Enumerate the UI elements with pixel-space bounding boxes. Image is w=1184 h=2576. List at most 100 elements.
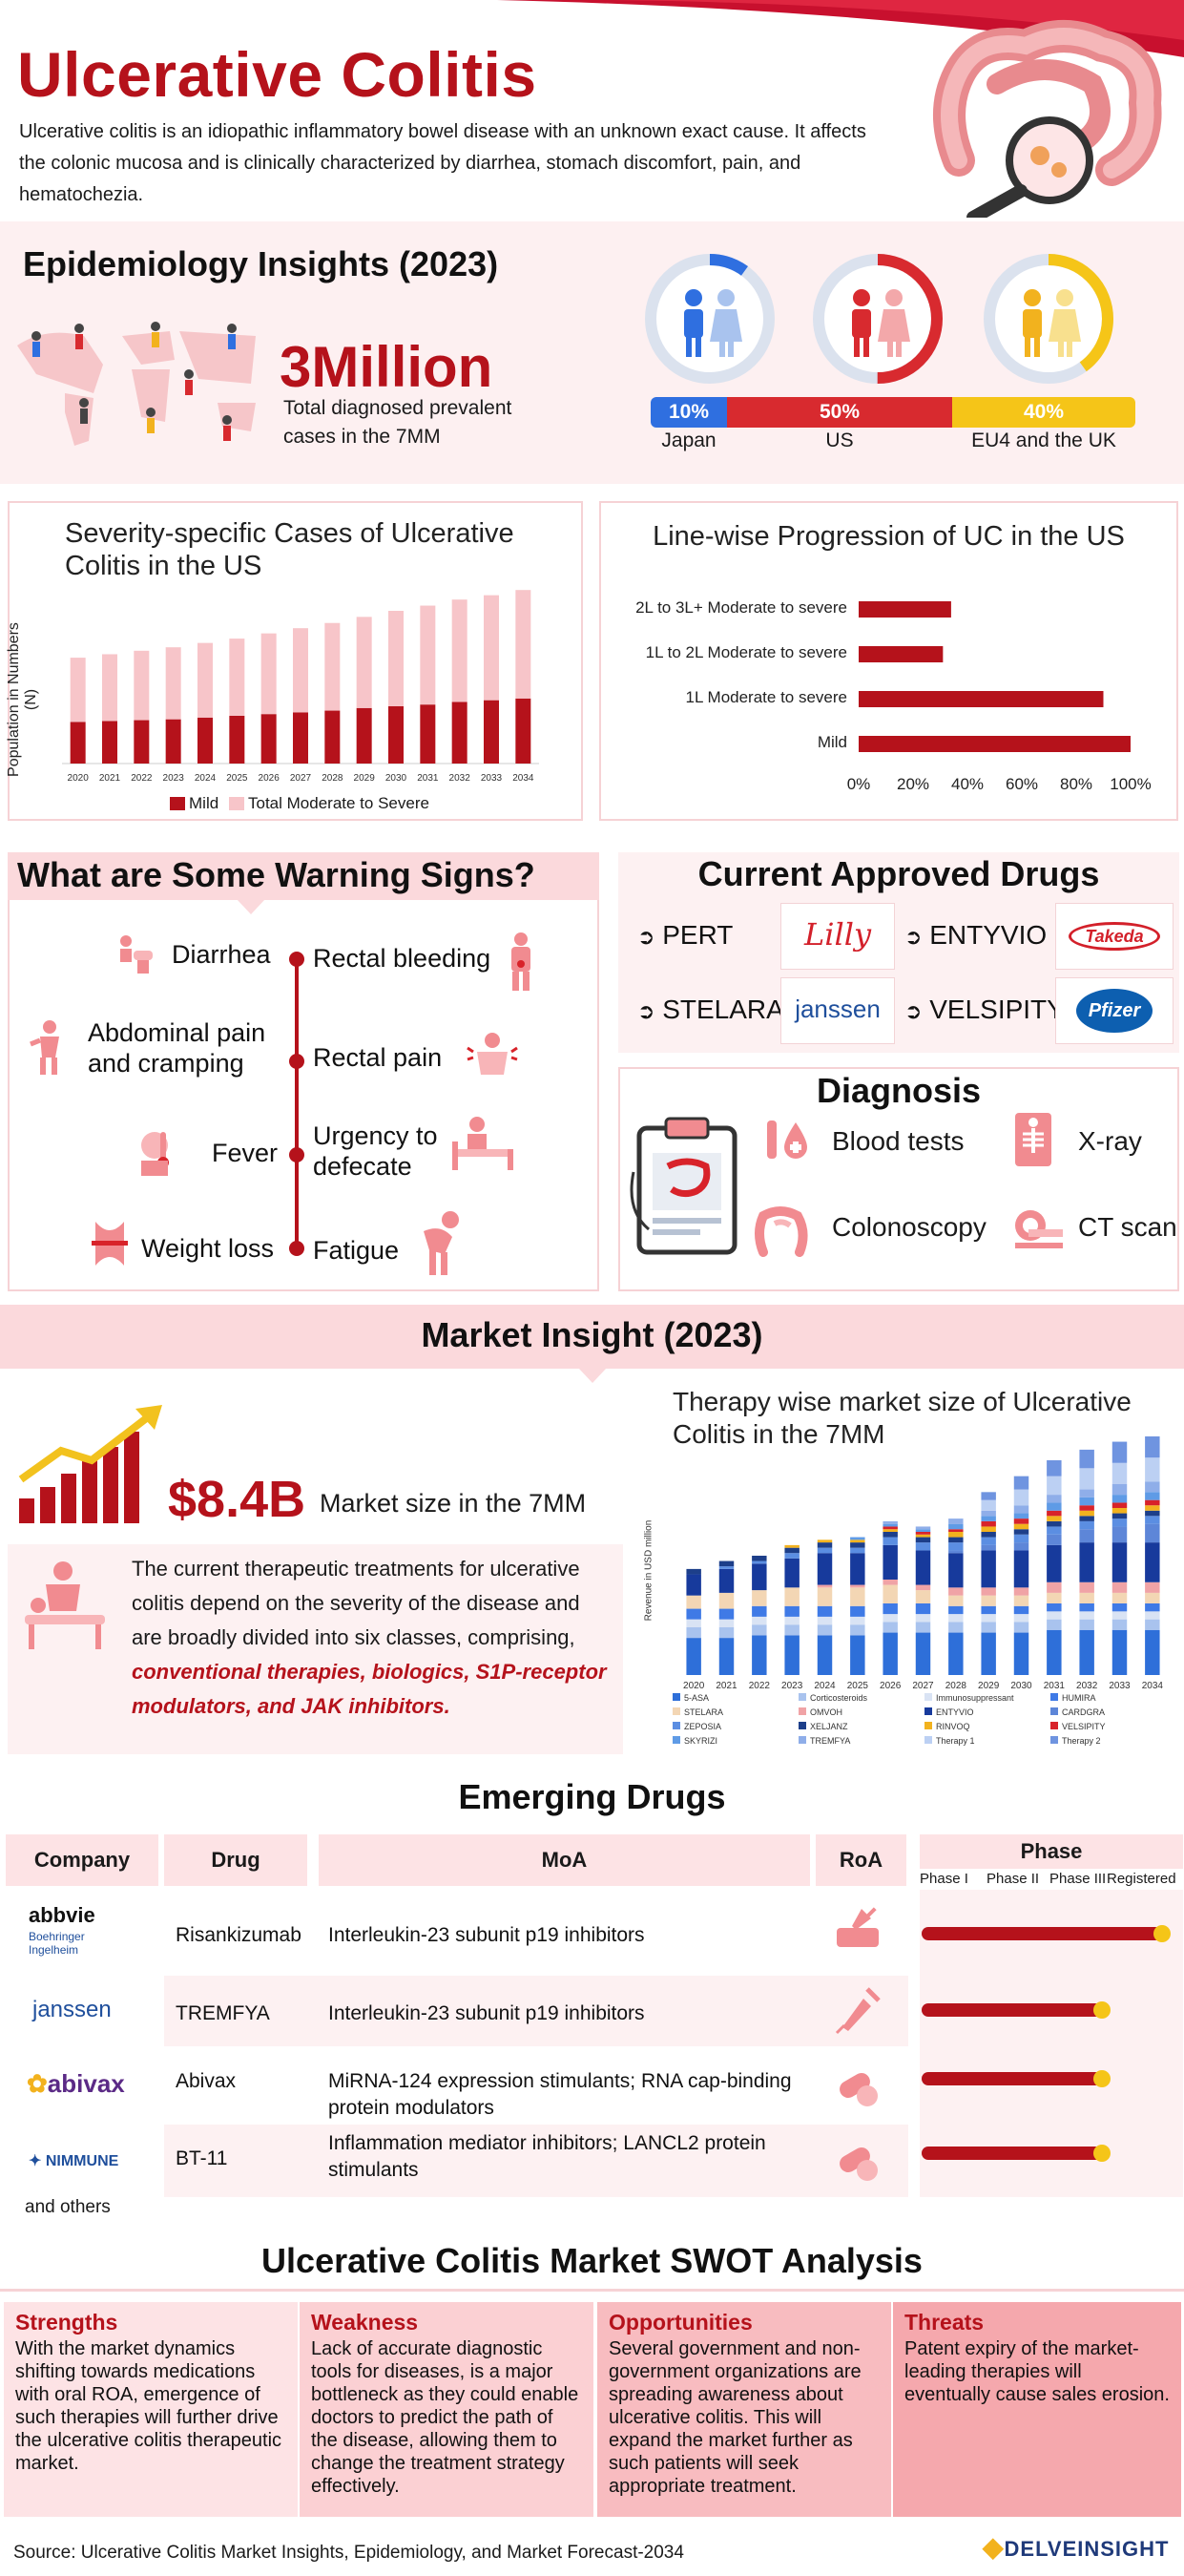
bar-segment <box>718 1627 735 1639</box>
bar-segment <box>915 1532 931 1535</box>
bar-mild <box>451 702 467 764</box>
bar-segment <box>1111 1619 1128 1630</box>
bar-segment <box>1145 1505 1160 1511</box>
x-tick-label: 2023 <box>781 1681 803 1691</box>
toilet-icon <box>120 935 153 974</box>
table-row <box>164 1976 908 2046</box>
fatigue-icon <box>424 1211 459 1275</box>
legend-label: CARDGRA <box>1062 1707 1105 1717</box>
lilly-logo-text: Lilly <box>803 916 872 953</box>
bar-segment <box>883 1523 898 1527</box>
nimmune-logo: ✦ NIMMUNE <box>29 2153 119 2169</box>
bar-segment <box>1145 1499 1160 1506</box>
bar-segment <box>752 1635 767 1675</box>
swot-threats: Threats Patent expiry of the market-leadi… <box>893 2302 1181 2517</box>
arrow-circle-icon: ➲ <box>904 999 923 1023</box>
bar-segment <box>784 1544 800 1548</box>
bar-segment <box>784 1616 800 1625</box>
ct-scanner-icon <box>1015 1210 1063 1248</box>
legend-label: ENTYVIO <box>936 1707 974 1717</box>
abivax-logo: ✿abivax <box>27 2069 125 2098</box>
bar-segment <box>948 1532 964 1538</box>
bar-segment <box>1111 1542 1128 1582</box>
bar-segment <box>1111 1611 1128 1620</box>
bar-segment <box>915 1614 931 1623</box>
abbvie-logo: abbvie <box>29 1903 95 1927</box>
bar-segment <box>817 1547 833 1554</box>
bar-segment <box>1013 1505 1029 1514</box>
severity-chart-title: Severity-specific Cases of Ulcerative Co… <box>65 518 514 581</box>
legend-label: TREMFYA <box>810 1736 850 1746</box>
col-moa-header: MoA <box>319 1834 810 1886</box>
bar-moderate-severe <box>229 639 245 716</box>
bar-segment <box>784 1587 800 1606</box>
bar-segment <box>686 1627 701 1639</box>
sign-diarrhea: Diarrhea <box>172 940 271 969</box>
bar-segment <box>981 1544 996 1551</box>
source-note: Source: Ulcerative Colitis Market Insigh… <box>13 2543 684 2563</box>
bar-segment <box>883 1614 898 1623</box>
bar-segment <box>1145 1603 1160 1612</box>
bar-segment <box>1079 1603 1094 1612</box>
bar-segment <box>850 1547 865 1554</box>
severity-chart: 2020 2021 2022 2023 2024 2025 2026 2027 2028 2029… <box>62 590 539 784</box>
bar-segment <box>686 1574 701 1596</box>
bar-segment <box>1145 1592 1160 1603</box>
x-tick-label: 2026 <box>880 1681 902 1691</box>
bar-segment <box>915 1550 931 1585</box>
bar-segment <box>817 1605 833 1617</box>
injection-icon <box>837 1907 879 1947</box>
phase-bar <box>922 2003 1102 2017</box>
bar-moderate-severe <box>388 611 404 706</box>
phase-column-bg <box>920 1890 1183 2197</box>
bar-segment <box>915 1584 931 1591</box>
bar-3 <box>859 736 1131 752</box>
legend-swatch <box>799 1736 806 1744</box>
bar-segment <box>1047 1510 1062 1517</box>
bar-segment <box>784 1635 800 1675</box>
bar-segment <box>850 1587 865 1606</box>
legend-label: Therapy 1 <box>936 1736 975 1746</box>
bar-moderate-severe <box>134 650 150 721</box>
legend-severe-swatch <box>229 797 244 810</box>
legend-label: Therapy 2 <box>1062 1736 1101 1746</box>
bar-segment <box>850 1616 865 1625</box>
row2-drug: TREMFYA <box>176 2002 270 2024</box>
bar-segment <box>948 1632 964 1675</box>
bar-moderate-severe <box>324 622 341 711</box>
bar-segment <box>981 1605 996 1615</box>
bar-segment <box>981 1520 996 1527</box>
capsule-icon <box>840 2147 878 2181</box>
bar-segment <box>981 1632 996 1675</box>
therapy-chart-title: Therapy wise market size of Ulcerative C… <box>673 1387 1132 1449</box>
swot-opportunities: Opportunities Several government and non-… <box>597 2302 891 2517</box>
bar-segment <box>1013 1523 1029 1530</box>
bar-segment <box>1047 1592 1062 1603</box>
legend-severe-label: Total Moderate to Severe <box>248 794 429 812</box>
severity-chart-ylabel: Population in Numbers (N) <box>6 622 39 777</box>
row3-moa: MiRNA-124 expression stimulants; RNA cap… <box>328 2070 792 2119</box>
bar-segment <box>981 1622 996 1633</box>
weakness-text: Lack of accurate diagnostic tools for di… <box>311 2338 579 2497</box>
phase-bar <box>922 1927 1162 1940</box>
janssen-logo <box>780 977 895 1044</box>
phase-marker <box>1093 2001 1111 2019</box>
bar-mild <box>260 714 277 764</box>
bar-segment <box>1013 1622 1029 1633</box>
bar-mild <box>165 719 181 764</box>
phase-3-label: Phase III <box>1049 1871 1107 1887</box>
growth-chart-icon <box>18 1405 162 1523</box>
timeline-dot <box>289 952 304 967</box>
x-tick-label: 2025 <box>847 1681 869 1691</box>
market-text-box <box>8 1544 623 1754</box>
legend-label: RINVOQ <box>936 1722 970 1731</box>
legend-swatch <box>1050 1722 1058 1729</box>
bar-mild <box>324 710 341 764</box>
legend-swatch <box>1050 1736 1058 1744</box>
x-tick-label: 2027 <box>290 773 312 784</box>
legend-swatch <box>799 1707 806 1715</box>
bar-segment <box>784 1624 800 1636</box>
strengths-heading: Strengths <box>15 2310 118 2335</box>
bar-segment <box>883 1532 898 1538</box>
